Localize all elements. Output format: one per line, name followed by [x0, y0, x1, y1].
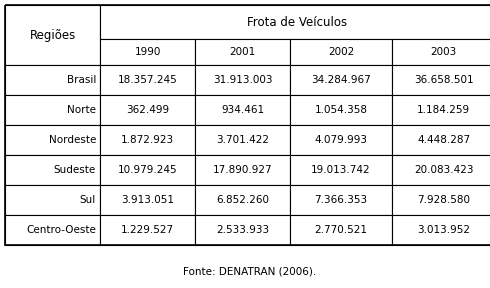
Bar	[195, 215, 290, 245]
Bar	[392, 39, 490, 65]
Bar	[392, 65, 490, 95]
Text: 10.979.245: 10.979.245	[118, 165, 177, 175]
Text: 4.079.993: 4.079.993	[315, 135, 368, 145]
Text: 7.366.353: 7.366.353	[315, 195, 368, 205]
Bar	[195, 95, 290, 125]
Text: Sul: Sul	[80, 195, 96, 205]
Text: 2003: 2003	[430, 47, 457, 57]
Bar	[100, 65, 195, 95]
Bar	[100, 155, 195, 185]
Bar	[100, 5, 490, 39]
Text: Centro-Oeste: Centro-Oeste	[26, 225, 96, 235]
Text: Sudeste: Sudeste	[54, 165, 96, 175]
Text: 1990: 1990	[134, 47, 161, 57]
Text: 6.852.260: 6.852.260	[216, 195, 269, 205]
Bar	[290, 95, 392, 125]
Bar	[100, 215, 195, 245]
Bar	[290, 155, 392, 185]
Text: 1.229.527: 1.229.527	[121, 225, 174, 235]
Text: 2.770.521: 2.770.521	[315, 225, 368, 235]
Text: 1.872.923: 1.872.923	[121, 135, 174, 145]
Text: 7.928.580: 7.928.580	[417, 195, 470, 205]
Bar	[392, 155, 490, 185]
Bar	[5, 5, 100, 65]
Text: 17.890.927: 17.890.927	[213, 165, 272, 175]
Bar	[392, 215, 490, 245]
Bar	[100, 185, 195, 215]
Text: 34.284.967: 34.284.967	[311, 75, 371, 85]
Text: 31.913.003: 31.913.003	[213, 75, 272, 85]
Bar	[100, 95, 195, 125]
Text: 3.701.422: 3.701.422	[216, 135, 269, 145]
Bar	[290, 65, 392, 95]
Bar	[392, 95, 490, 125]
Text: 4.448.287: 4.448.287	[417, 135, 470, 145]
Bar	[290, 39, 392, 65]
Bar	[5, 65, 100, 95]
Bar	[100, 39, 195, 65]
Text: 36.658.501: 36.658.501	[414, 75, 473, 85]
Text: 18.357.245: 18.357.245	[118, 75, 177, 85]
Bar	[5, 155, 100, 185]
Text: 1.184.259: 1.184.259	[417, 105, 470, 115]
Text: 2.533.933: 2.533.933	[216, 225, 269, 235]
Text: 362.499: 362.499	[126, 105, 169, 115]
Bar	[5, 185, 100, 215]
Bar	[5, 215, 100, 245]
Text: 1.054.358: 1.054.358	[315, 105, 368, 115]
Bar	[290, 215, 392, 245]
Text: Brasil: Brasil	[67, 75, 96, 85]
Bar	[100, 125, 195, 155]
Bar	[195, 125, 290, 155]
Bar	[5, 125, 100, 155]
Text: 3.913.051: 3.913.051	[121, 195, 174, 205]
Bar	[392, 185, 490, 215]
Text: 20.083.423: 20.083.423	[414, 165, 473, 175]
Text: Nordeste: Nordeste	[49, 135, 96, 145]
Bar	[195, 155, 290, 185]
Bar	[5, 5, 490, 245]
Bar	[195, 39, 290, 65]
Text: 19.013.742: 19.013.742	[311, 165, 371, 175]
Text: Norte: Norte	[67, 105, 96, 115]
Bar	[290, 125, 392, 155]
Bar	[195, 65, 290, 95]
Text: 2001: 2001	[229, 47, 256, 57]
Text: 2002: 2002	[328, 47, 354, 57]
Bar	[195, 185, 290, 215]
Text: 934.461: 934.461	[221, 105, 264, 115]
Text: Fonte: DENATRAN (2006).: Fonte: DENATRAN (2006).	[183, 267, 317, 277]
Bar	[5, 95, 100, 125]
Bar	[290, 185, 392, 215]
Bar	[392, 125, 490, 155]
Text: Regiões: Regiões	[29, 29, 75, 41]
Text: Frota de Veículos: Frota de Veículos	[247, 16, 347, 29]
Text: 3.013.952: 3.013.952	[417, 225, 470, 235]
